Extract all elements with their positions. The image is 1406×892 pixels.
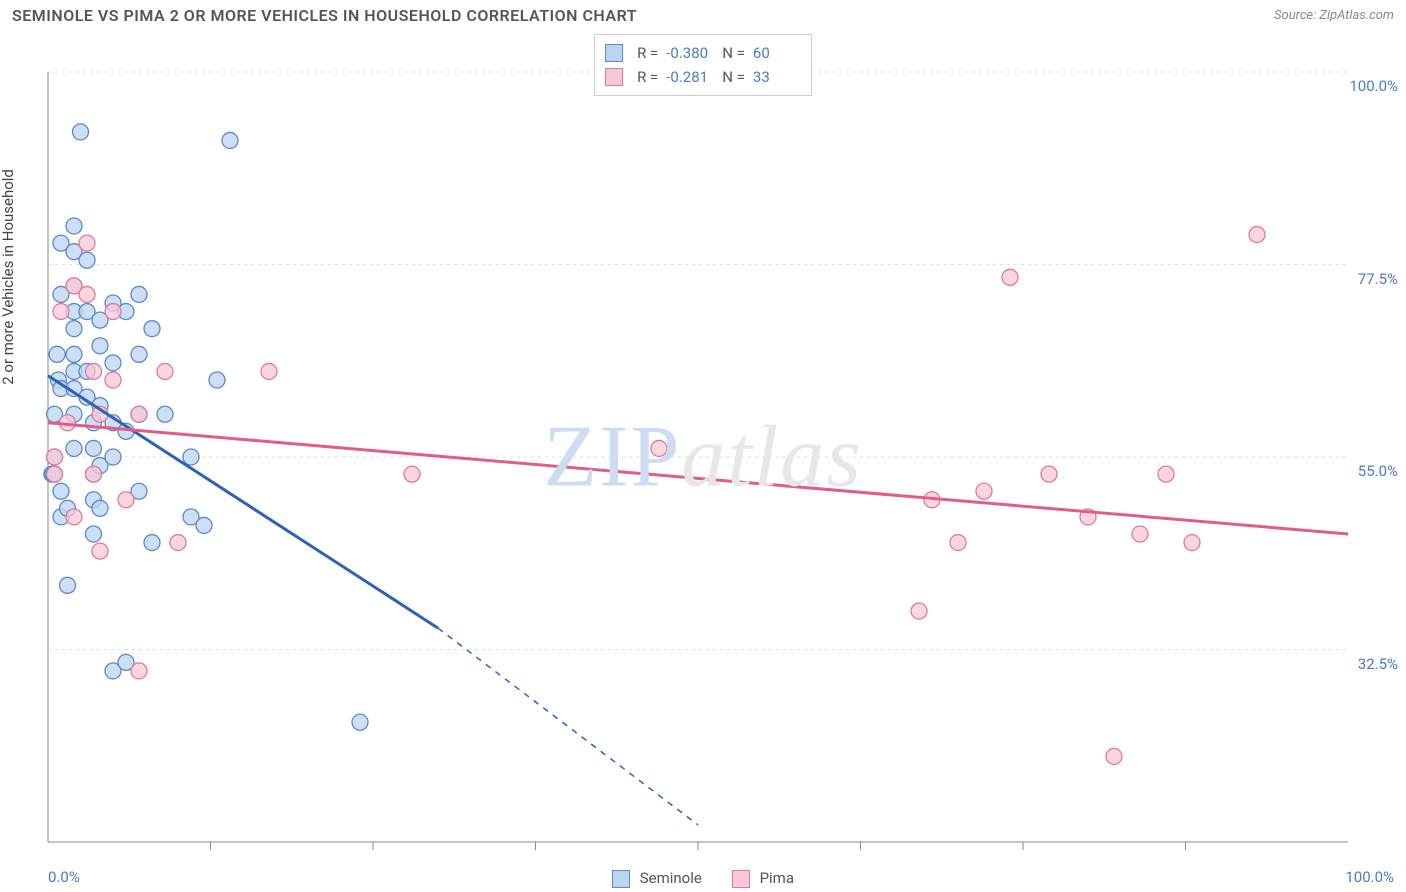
swatch-pima <box>732 870 750 888</box>
source-label: Source: ZipAtlas.com <box>1274 8 1394 23</box>
y-axis-label: 2 or more Vehicles in Household <box>0 169 17 385</box>
x-end-label: 100.0% <box>1345 868 1394 886</box>
r-label: R = <box>637 41 658 65</box>
scatter-plot <box>0 32 1406 892</box>
corr-row-seminole: R = -0.380 N = 60 <box>605 41 801 65</box>
chart-container: 2 or more Vehicles in Household ZIPatlas… <box>0 32 1406 892</box>
x-start-label: 0.0% <box>48 868 80 886</box>
y-tick-label: 32.5% <box>1358 655 1398 673</box>
corr-row-pima: R = -0.281 N = 33 <box>605 65 801 89</box>
n-value-pima: 33 <box>753 65 801 89</box>
n-label: N = <box>722 41 745 65</box>
n-label: N = <box>722 65 745 89</box>
r-value-seminole: -0.380 <box>666 41 714 65</box>
swatch-pima-top <box>605 68 623 86</box>
y-tick-label: 55.0% <box>1358 462 1398 480</box>
y-tick-label: 100.0% <box>1349 77 1398 95</box>
r-value-pima: -0.281 <box>666 65 714 89</box>
bottom-legend: Seminole Pima <box>612 869 794 888</box>
correlation-legend: R = -0.380 N = 60 R = -0.281 N = 33 <box>594 34 812 96</box>
r-label: R = <box>637 65 658 89</box>
legend-label-pima: Pima <box>760 869 794 887</box>
legend-label-seminole: Seminole <box>640 869 702 887</box>
swatch-seminole <box>612 870 630 888</box>
chart-title: SEMINOLE VS PIMA 2 OR MORE VEHICLES IN H… <box>12 6 637 25</box>
swatch-seminole-top <box>605 44 623 62</box>
y-tick-label: 77.5% <box>1358 270 1398 288</box>
legend-item-pima: Pima <box>732 869 794 888</box>
n-value-seminole: 60 <box>753 41 801 65</box>
legend-item-seminole: Seminole <box>612 869 702 888</box>
